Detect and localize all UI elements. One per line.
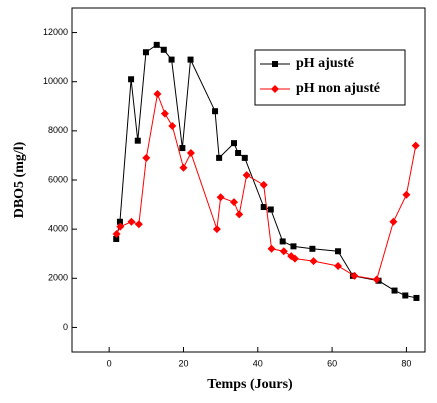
data-point xyxy=(372,275,381,284)
x-tick-label: 60 xyxy=(327,358,337,368)
data-point xyxy=(267,244,276,253)
data-point xyxy=(309,245,316,252)
x-tick-label: 20 xyxy=(178,358,188,368)
y-tick-label: 0 xyxy=(63,322,68,332)
legend-box xyxy=(254,49,406,106)
x-tick-label: 40 xyxy=(253,358,263,368)
y-tick-label: 12000 xyxy=(43,27,68,37)
data-point xyxy=(134,220,143,229)
data-point xyxy=(290,254,299,263)
data-point xyxy=(279,247,288,256)
data-point xyxy=(279,238,286,245)
data-point xyxy=(235,210,244,219)
data-point xyxy=(309,257,318,266)
data-point xyxy=(267,206,274,213)
data-point xyxy=(186,148,195,157)
y-tick-label: 10000 xyxy=(43,76,68,86)
data-point xyxy=(241,154,248,161)
data-point xyxy=(112,230,121,239)
data-point xyxy=(153,41,160,48)
data-point xyxy=(272,61,278,67)
data-point xyxy=(290,243,297,250)
data-point xyxy=(242,171,251,180)
data-point xyxy=(113,235,120,242)
y-tick-label: 4000 xyxy=(48,224,68,234)
data-point xyxy=(413,294,420,301)
data-point xyxy=(212,225,221,234)
data-point xyxy=(168,121,177,130)
data-point xyxy=(231,140,238,147)
x-axis-label: Temps (Jours) xyxy=(207,377,293,392)
data-point xyxy=(127,217,136,226)
data-point xyxy=(260,204,267,211)
data-point xyxy=(389,217,398,226)
data-point xyxy=(179,163,188,172)
y-axis-label: DBO5 (mg/l) xyxy=(12,141,27,218)
data-point xyxy=(187,56,194,63)
x-tick-label: 0 xyxy=(107,358,112,368)
data-point xyxy=(402,190,411,199)
data-point xyxy=(402,292,409,299)
data-point xyxy=(271,85,279,93)
x-tick-label: 80 xyxy=(401,358,411,368)
data-point xyxy=(134,137,141,144)
data-point xyxy=(235,149,242,156)
data-point xyxy=(230,198,239,207)
data-point xyxy=(128,76,135,83)
data-point xyxy=(212,108,219,115)
data-point xyxy=(153,90,162,98)
data-point xyxy=(179,145,186,152)
legend-label: pH ajusté xyxy=(296,56,354,71)
data-point xyxy=(160,46,167,53)
data-point xyxy=(334,262,343,270)
data-point xyxy=(142,49,149,56)
data-point xyxy=(411,141,420,150)
data-point xyxy=(391,287,398,294)
y-tick-label: 8000 xyxy=(48,125,68,135)
legend-label: pH non ajusté xyxy=(296,81,380,96)
data-point xyxy=(216,154,223,161)
data-point xyxy=(160,109,169,118)
data-point xyxy=(142,153,151,162)
data-point xyxy=(216,193,225,202)
data-point xyxy=(116,222,125,231)
data-point xyxy=(259,180,268,189)
data-point xyxy=(350,271,359,280)
data-point xyxy=(168,56,175,63)
data-point xyxy=(116,218,123,225)
data-point xyxy=(335,248,342,255)
y-tick-label: 6000 xyxy=(48,174,68,184)
y-tick-label: 2000 xyxy=(48,273,68,283)
series-line xyxy=(116,92,417,281)
